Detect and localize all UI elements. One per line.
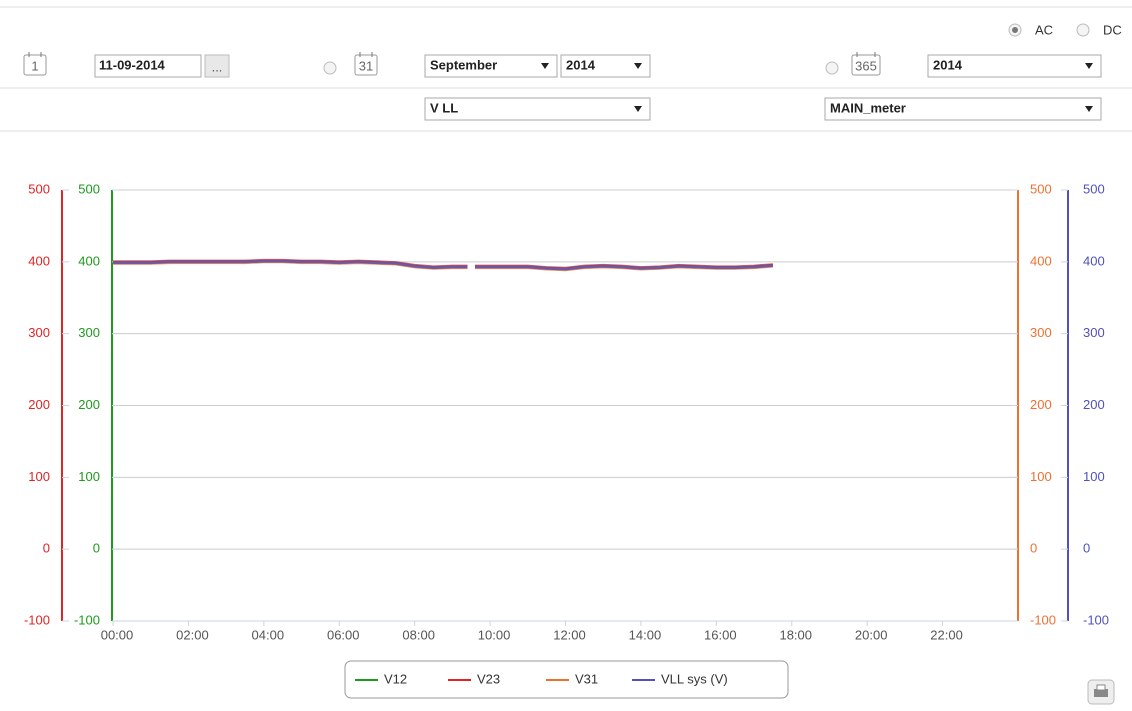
x-tick-label: 00:00 — [101, 627, 134, 642]
dropdown[interactable] — [927, 54, 1102, 78]
y-tick-label: 200 — [1083, 397, 1105, 412]
x-tick-label: 04:00 — [252, 627, 285, 642]
date-input[interactable] — [94, 54, 202, 78]
radio-button[interactable] — [825, 61, 839, 75]
y-tick-label: 100 — [1083, 469, 1105, 484]
y-tick-label: 200 — [1030, 397, 1052, 412]
y-tick-label: 500 — [1083, 181, 1105, 196]
calendar-number: 1 — [31, 58, 38, 73]
radio-dot — [1012, 27, 1018, 33]
dropdown[interactable] — [560, 54, 651, 78]
y-tick-label: -100 — [1083, 612, 1109, 627]
y-tick-label: 300 — [28, 325, 50, 340]
calendar-icon[interactable] — [23, 54, 47, 76]
y-tick-label: 100 — [78, 469, 100, 484]
dropdown[interactable] — [424, 54, 558, 78]
y-tick-label: -100 — [24, 612, 50, 627]
x-tick-label: 20:00 — [855, 627, 888, 642]
legend-label[interactable]: V31 — [575, 671, 598, 686]
dropdown-arrow — [1085, 106, 1093, 112]
date-button[interactable] — [204, 54, 230, 78]
dropdown[interactable] — [824, 97, 1102, 121]
y-tick-label: 400 — [1083, 253, 1105, 268]
dropdown[interactable] — [424, 97, 651, 121]
x-tick-label: 12:00 — [553, 627, 586, 642]
radio-label: DC — [1103, 22, 1122, 37]
dropdown-arrow — [1085, 63, 1093, 69]
x-tick-label: 14:00 — [629, 627, 662, 642]
y-tick-label: 500 — [1030, 181, 1052, 196]
dropdown-value: V LL — [430, 100, 458, 115]
y-tick-label: 400 — [28, 253, 50, 268]
y-tick-label: 400 — [1030, 253, 1052, 268]
calendar-number: 31 — [359, 58, 373, 73]
y-tick-label: 0 — [1030, 541, 1037, 556]
calendar-icon[interactable] — [851, 54, 881, 76]
dropdown-arrow — [634, 63, 642, 69]
date-value: 11-09-2014 — [99, 57, 166, 72]
x-tick-label: 16:00 — [704, 627, 737, 642]
legend-label[interactable]: V23 — [477, 671, 500, 686]
y-tick-label: 200 — [78, 397, 100, 412]
dropdown-value: 2014 — [566, 57, 596, 72]
y-tick-label: 300 — [1030, 325, 1052, 340]
y-tick-label: 300 — [1083, 325, 1105, 340]
radio-label: AC — [1035, 22, 1053, 37]
radio-button[interactable] — [1076, 23, 1090, 37]
date-button-label: ... — [212, 59, 223, 74]
x-tick-label: 06:00 — [327, 627, 360, 642]
dropdown-arrow — [634, 106, 642, 112]
y-tick-label: 0 — [43, 541, 50, 556]
dropdown-value: 2014 — [933, 57, 963, 72]
calendar-icon[interactable] — [354, 54, 378, 76]
print-icon — [1094, 689, 1108, 697]
y-tick-label: 0 — [1083, 541, 1090, 556]
calendar-number: 365 — [855, 58, 877, 73]
y-tick-label: 100 — [28, 469, 50, 484]
y-tick-label: 100 — [1030, 469, 1052, 484]
y-tick-label: 0 — [93, 541, 100, 556]
y-tick-label: -100 — [74, 612, 100, 627]
legend-label[interactable]: VLL sys (V) — [661, 671, 728, 686]
dropdown-value: MAIN_meter — [830, 100, 906, 115]
x-tick-label: 10:00 — [478, 627, 511, 642]
y-tick-label: 500 — [28, 181, 50, 196]
y-tick-label: -100 — [1030, 612, 1056, 627]
y-tick-label: 300 — [78, 325, 100, 340]
x-tick-label: 22:00 — [930, 627, 963, 642]
x-tick-label: 02:00 — [176, 627, 209, 642]
x-tick-label: 08:00 — [402, 627, 435, 642]
y-tick-label: 400 — [78, 253, 100, 268]
x-tick-label: 18:00 — [779, 627, 812, 642]
series-line — [113, 259, 774, 271]
dropdown-arrow — [541, 63, 549, 69]
y-tick-label: 500 — [78, 181, 100, 196]
y-tick-label: 200 — [28, 397, 50, 412]
print-icon — [1096, 684, 1106, 691]
radio-button[interactable] — [323, 61, 337, 75]
legend-label[interactable]: V12 — [384, 671, 407, 686]
dropdown-value: September — [430, 57, 497, 72]
